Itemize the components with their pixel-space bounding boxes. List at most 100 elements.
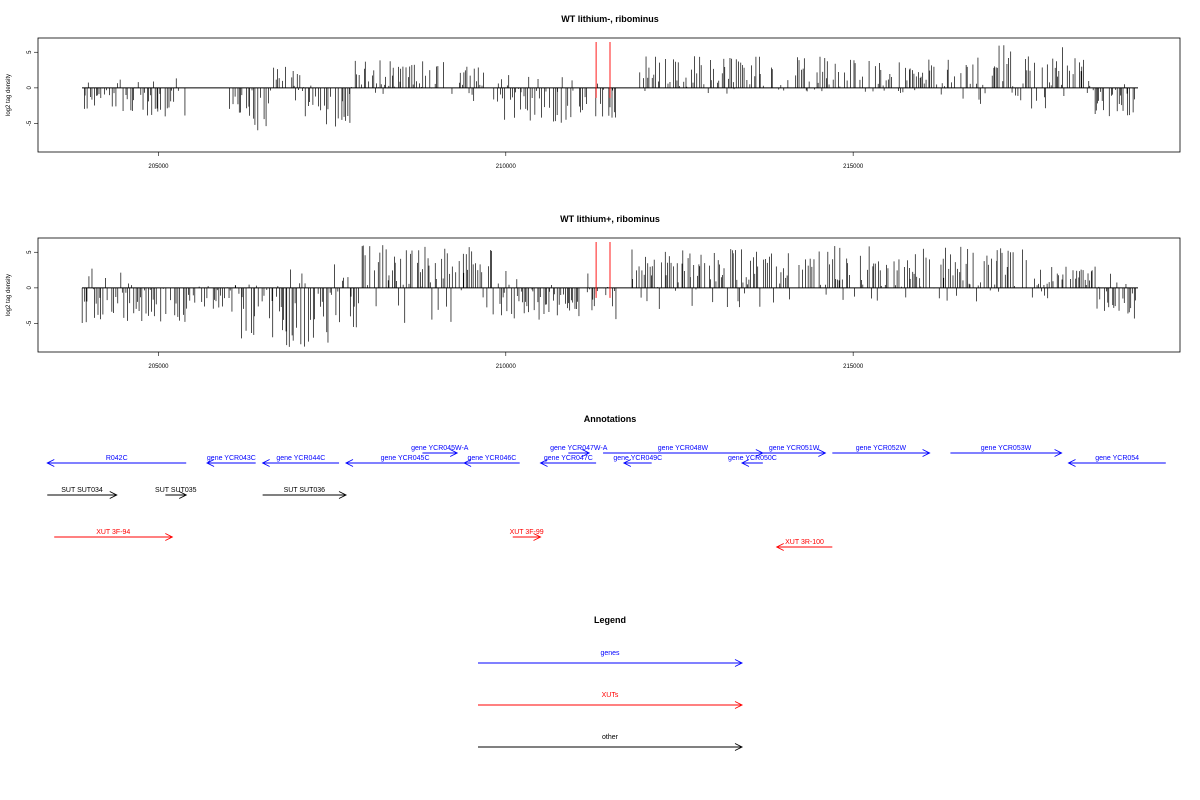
feature-label: gene YCR054 bbox=[1095, 455, 1139, 462]
plot-frame bbox=[37, 237, 1181, 353]
arrowhead bbox=[206, 459, 215, 467]
annotation-gene: gene YCR054 bbox=[1067, 455, 1166, 467]
arrowhead bbox=[533, 533, 542, 541]
legend-item-gene: genes bbox=[478, 650, 744, 667]
annotation-gene: gene YCR045C bbox=[344, 455, 465, 467]
arrowhead bbox=[581, 449, 591, 457]
annotation-other: SUT SUT034 bbox=[47, 487, 118, 499]
arrowhead bbox=[775, 543, 784, 551]
y-tick-label: -5 bbox=[27, 120, 33, 126]
annotation-xut: XUT 3F-99 bbox=[510, 529, 544, 541]
feature-label: gene YCR045W-A bbox=[411, 445, 469, 452]
arrowhead bbox=[1067, 459, 1076, 467]
arrowhead bbox=[338, 491, 348, 499]
annotation-gene: gene YCR047W-A bbox=[550, 445, 608, 457]
feature-label: gene YCR050C bbox=[728, 455, 777, 462]
annotation-gene: gene YCR044C bbox=[261, 455, 340, 467]
arrowhead bbox=[463, 459, 472, 467]
annotation-gene: R042C bbox=[46, 455, 187, 467]
annotations-title: Annotations bbox=[584, 414, 637, 424]
arrowhead bbox=[46, 459, 55, 467]
plot-frame bbox=[37, 37, 1181, 153]
feature-label: gene YCR047C bbox=[544, 455, 593, 462]
y-tick-label: 5 bbox=[27, 250, 33, 254]
y-axis-label: log2 tag density bbox=[6, 274, 12, 316]
x-tick-label: 215000 bbox=[843, 364, 864, 370]
feature-label: SUT SUT036 bbox=[284, 487, 326, 494]
feature-label: gene YCR052W bbox=[856, 445, 907, 452]
feature-label: SUT SUT035 bbox=[155, 487, 197, 494]
arrowhead bbox=[1054, 449, 1063, 457]
feature-label: gene YCR047W-A bbox=[550, 445, 608, 452]
track-lithium-minus: WT lithium-, ribominus log2 tag density … bbox=[6, 14, 1181, 170]
annotation-gene: gene YCR051W bbox=[762, 445, 827, 457]
feature-label: gene YCR045C bbox=[381, 455, 430, 462]
legend-panel: Legend genes XUTs other bbox=[478, 615, 744, 751]
arrowhead bbox=[818, 449, 827, 457]
feature-label: gene YCR043C bbox=[207, 455, 256, 462]
feature-label: gene YCR053W bbox=[981, 445, 1032, 452]
arrowhead bbox=[734, 701, 744, 709]
x-tick-label: 205000 bbox=[148, 164, 169, 170]
feature-label: SUT SUT034 bbox=[61, 487, 103, 494]
marker-group bbox=[595, 242, 611, 298]
annotation-gene: gene YCR053W bbox=[950, 445, 1063, 457]
arrowhead bbox=[165, 533, 174, 541]
y-tick-label: -5 bbox=[27, 320, 33, 326]
annotations-panel: Annotations R042C gene YCR043C gene YCR044… bbox=[46, 414, 1166, 551]
feature-label: gene YCR048W bbox=[658, 445, 709, 452]
annotation-gene: gene YCR047C bbox=[539, 455, 597, 467]
legend-item-xut: XUTs bbox=[478, 692, 744, 709]
annotation-gene: gene YCR050C bbox=[728, 455, 777, 467]
annotation-xut: XUT 3F-94 bbox=[54, 529, 174, 541]
annotation-gene: gene YCR049C bbox=[613, 455, 662, 467]
feature-label: gene YCR046C bbox=[467, 455, 516, 462]
arrowhead bbox=[622, 459, 632, 467]
x-tick-label: 205000 bbox=[148, 364, 169, 370]
annotation-features: R042C gene YCR043C gene YCR044C gene YCR045… bbox=[46, 445, 1166, 551]
arrowhead bbox=[344, 459, 354, 467]
arrowhead bbox=[734, 743, 744, 751]
axes-group: 5 0 -5 205000 210000 215000 bbox=[27, 250, 864, 370]
axes-group: 5 0 -5 205000 210000 215000 bbox=[27, 50, 864, 170]
annotation-other: SUT SUT036 bbox=[262, 487, 348, 499]
feature-label: gene YCR051W bbox=[769, 445, 820, 452]
annotation-gene: gene YCR045W-A bbox=[411, 445, 469, 457]
legend-label: XUTs bbox=[602, 692, 619, 699]
track-lithium-plus: WT lithium+, ribominus log2 tag density … bbox=[6, 214, 1181, 370]
marker-group bbox=[595, 42, 611, 98]
legend-label: other bbox=[602, 734, 619, 741]
annotation-xut: XUT 3R-100 bbox=[775, 539, 833, 551]
feature-label: XUT 3R-100 bbox=[785, 539, 824, 546]
arrowhead bbox=[539, 459, 548, 467]
arrowhead bbox=[179, 491, 188, 499]
y-tick-label: 5 bbox=[27, 50, 33, 54]
arrowhead bbox=[449, 449, 459, 457]
legend-label: genes bbox=[600, 650, 620, 657]
x-tick-label: 210000 bbox=[496, 364, 517, 370]
x-tick-label: 215000 bbox=[843, 164, 864, 170]
feature-label: R042C bbox=[106, 455, 128, 462]
bar-group bbox=[82, 45, 1138, 131]
annotation-gene: gene YCR043C bbox=[206, 455, 256, 467]
y-axis-label: log2 tag density bbox=[6, 74, 12, 116]
x-tick-label: 210000 bbox=[496, 164, 517, 170]
arrowhead bbox=[261, 459, 270, 467]
annotation-gene: gene YCR052W bbox=[832, 445, 931, 457]
arrowhead bbox=[922, 449, 931, 457]
track-title: WT lithium+, ribominus bbox=[560, 214, 660, 224]
feature-label: gene YCR049C bbox=[613, 455, 662, 462]
legend-title: Legend bbox=[594, 615, 626, 625]
y-tick-label: 0 bbox=[27, 86, 33, 90]
y-tick-label: 0 bbox=[27, 286, 33, 290]
arrowhead bbox=[740, 459, 750, 467]
arrowhead bbox=[734, 659, 744, 667]
annotation-gene: gene YCR046C bbox=[463, 455, 520, 467]
track-title: WT lithium-, ribominus bbox=[561, 14, 659, 24]
arrowhead bbox=[109, 491, 118, 499]
legend-item-other: other bbox=[478, 734, 744, 751]
feature-label: XUT 3F-99 bbox=[510, 529, 544, 536]
feature-label: gene YCR044C bbox=[276, 455, 325, 462]
